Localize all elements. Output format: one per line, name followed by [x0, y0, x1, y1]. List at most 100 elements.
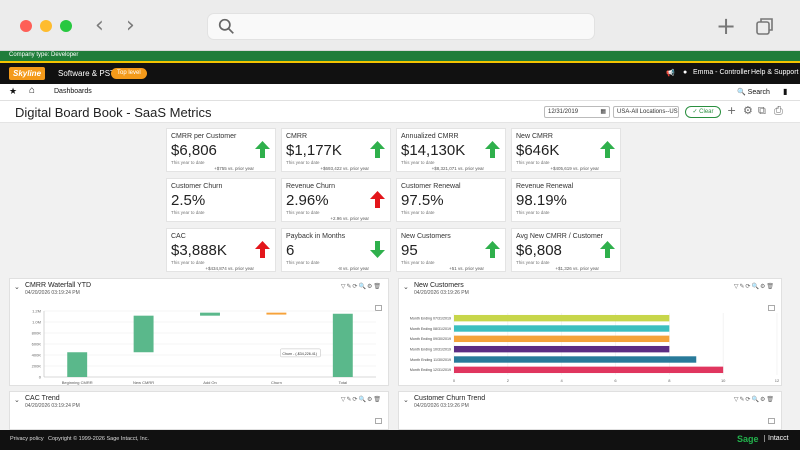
- trend-up-arrow-icon: [600, 141, 615, 158]
- menu-icon[interactable]: [375, 305, 382, 311]
- kpi-value: $646K: [516, 142, 560, 159]
- panel-toolbar[interactable]: ▽✎⟳🔍⚙🗑: [340, 396, 382, 403]
- kpi-period: This year to date: [171, 210, 205, 215]
- company-logo[interactable]: Skyline: [9, 67, 46, 80]
- kpi-card[interactable]: Payback in Months 6 This year to date -8…: [281, 228, 391, 272]
- trend-down-arrow-icon: [370, 241, 385, 258]
- home-icon[interactable]: ⌂: [29, 85, 36, 96]
- panel-toolbar[interactable]: ▽✎⟳🔍⚙🗑: [733, 396, 775, 403]
- kpi-card[interactable]: Avg New CMRR / Customer $6,808 This year…: [511, 228, 621, 272]
- kpi-value: $3,888K: [171, 242, 227, 259]
- kpi-card[interactable]: Revenue Renewal 98.19% This year to date: [511, 178, 621, 222]
- menu-icon[interactable]: [768, 305, 775, 311]
- title-row: Digital Board Book - SaaS Metrics 12/31/…: [0, 101, 800, 123]
- calendar-icon[interactable]: ▦: [600, 109, 606, 115]
- chevron-down-icon[interactable]: ⌄: [403, 283, 409, 291]
- page-title: Digital Board Book - SaaS Metrics: [15, 105, 212, 120]
- date-value: 12/31/2019: [548, 109, 579, 115]
- copy-icon[interactable]: ⧉: [758, 104, 766, 117]
- clear-button[interactable]: ✓ Clear: [685, 106, 721, 118]
- x-tick-label: Total: [339, 380, 348, 385]
- trend-up-arrow-icon: [485, 241, 500, 258]
- waterfall-bar: [332, 313, 353, 377]
- kpi-period: This year to date: [286, 160, 320, 165]
- waterfall-bar: [67, 352, 88, 377]
- kpi-value: $6,806: [171, 142, 217, 159]
- close-window-button[interactable]: [20, 20, 32, 32]
- plus-icon[interactable]: +: [716, 12, 737, 40]
- new-customers-chart: 0 2 4 6 8 10 12 Month Ending 07/31/2019 Month En…: [410, 313, 780, 383]
- company-type-label[interactable]: Company type: Developer: [9, 52, 79, 58]
- dashboards-menu[interactable]: Dashboards: [54, 88, 92, 95]
- new-customers-bar: [454, 335, 670, 343]
- megaphone-icon[interactable]: 📢: [666, 70, 675, 77]
- minimize-window-button[interactable]: [40, 20, 52, 32]
- nav-bar: ★ ⌂ Dashboards 🔍 Search ▮: [0, 84, 800, 101]
- panel-timestamp: 04/20/2026 03:19:26 PM: [414, 403, 469, 409]
- location-select[interactable]: USA-All Locations--US: [613, 106, 679, 118]
- kpi-card[interactable]: Customer Renewal 97.5% This year to date: [396, 178, 506, 222]
- browser-chrome: ‹ › +: [0, 0, 800, 51]
- panel-toolbar[interactable]: ▽✎⟳🔍⚙🗑: [733, 283, 775, 290]
- nav-search[interactable]: 🔍 Search: [737, 89, 770, 96]
- address-bar[interactable]: [207, 13, 595, 40]
- plus-icon[interactable]: +: [727, 104, 737, 117]
- tabs-icon[interactable]: [756, 17, 774, 35]
- panel-title: CAC Trend: [25, 395, 60, 402]
- maximize-window-button[interactable]: [60, 20, 72, 32]
- kpi-card[interactable]: Revenue Churn 2.96% This year to date +2…: [281, 178, 391, 222]
- kpi-period: This year to date: [516, 210, 550, 215]
- new-customers-bar: [454, 356, 697, 363]
- panel-title: New Customers: [414, 282, 464, 289]
- date-input[interactable]: 12/31/2019 ▦: [544, 106, 610, 118]
- y-tick-label: Month Ending 10/31/2019: [410, 347, 451, 351]
- kpi-label: Customer Renewal: [401, 183, 461, 190]
- chevron-left-icon[interactable]: ‹: [95, 13, 104, 38]
- trend-up-arrow-icon: [370, 191, 385, 208]
- kpi-card[interactable]: Customer Churn 2.5% This year to date: [166, 178, 276, 222]
- kpi-value: 98.19%: [516, 192, 567, 209]
- kpi-value: 6: [286, 242, 295, 259]
- panel-title: Customer Churn Trend: [414, 395, 486, 402]
- gear-icon[interactable]: ⚙: [743, 104, 753, 117]
- chevron-down-icon[interactable]: ⌄: [14, 283, 20, 291]
- kpi-card[interactable]: CMRR $1,177K This year to date +$693,422…: [281, 128, 391, 172]
- kpi-period: This year to date: [286, 210, 320, 215]
- user-icon: ●: [683, 69, 688, 76]
- help-link[interactable]: Help & Support: [751, 69, 799, 76]
- kpi-card[interactable]: Annualized CMRR $14,130K This year to da…: [396, 128, 506, 172]
- company-bar: Company type: Developer: [0, 51, 800, 63]
- x-tick-label: New CMRR: [133, 380, 154, 385]
- kpi-card[interactable]: New CMRR $646K This year to date +$405,6…: [511, 128, 621, 172]
- panel-timestamp: 04/20/2026 03:19:24 PM: [25, 403, 80, 409]
- customer-churn-trend-panel: ⌄ Customer Churn Trend 04/20/2026 03:19:…: [398, 391, 782, 430]
- kpi-card[interactable]: CMRR per Customer $6,806 This year to da…: [166, 128, 276, 172]
- menu-icon[interactable]: [768, 418, 775, 424]
- cac-trend-panel: ⌄ CAC Trend 04/20/2026 03:19:24 PM ▽✎⟳🔍⚙…: [9, 391, 389, 430]
- privacy-policy-link[interactable]: Privacy policy: [10, 436, 44, 442]
- chevron-down-icon[interactable]: ⌄: [14, 396, 20, 404]
- kpi-delta: +$1,326 vs. prior year: [555, 266, 599, 271]
- chevron-right-icon[interactable]: ›: [126, 13, 135, 38]
- kpi-delta: +$693,422 vs. prior year: [320, 166, 369, 171]
- kpi-label: New Customers: [401, 233, 451, 240]
- star-icon[interactable]: ★: [9, 86, 18, 96]
- menu-icon[interactable]: [375, 418, 382, 424]
- chevron-down-icon[interactable]: ⌄: [403, 396, 409, 404]
- x-tick-label: 4: [561, 378, 564, 383]
- panel-toolbar[interactable]: ▽✎⟳🔍⚙🗑: [340, 283, 382, 290]
- kpi-card[interactable]: CAC $3,888K This year to date +$434,874 …: [166, 228, 276, 272]
- print-icon[interactable]: ⎙: [774, 104, 783, 117]
- bookmark-icon[interactable]: ▮: [783, 87, 788, 96]
- x-tick-label: Churn: [271, 380, 282, 385]
- kpi-label: Customer Churn: [171, 183, 223, 190]
- kpi-period: This year to date: [516, 260, 550, 265]
- footer: Privacy policy Copyright © 1999-2026 Sag…: [0, 430, 800, 450]
- kpi-label: CAC: [171, 233, 186, 240]
- user-menu[interactable]: Emma - Controller: [693, 69, 750, 76]
- trend-up-arrow-icon: [600, 241, 615, 258]
- kpi-card[interactable]: New Customers 95 This year to date +51 v…: [396, 228, 506, 272]
- x-tick-label: 6: [614, 378, 617, 383]
- top-level-button[interactable]: Top level: [111, 68, 147, 79]
- new-customers-bar: [454, 325, 670, 332]
